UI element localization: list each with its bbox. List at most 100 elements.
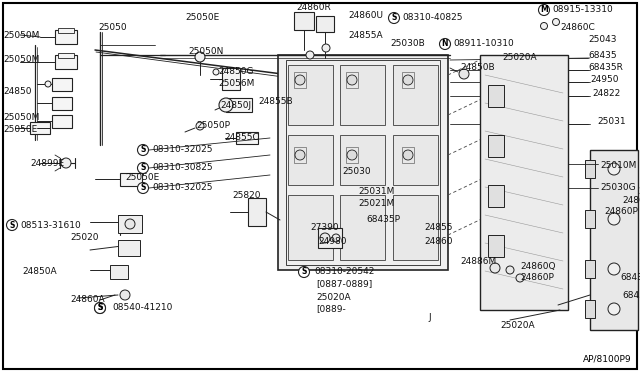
Text: 24860: 24860 (424, 237, 452, 247)
Text: 08911-10310: 08911-10310 (453, 39, 514, 48)
Text: 24822: 24822 (592, 90, 620, 99)
Bar (30, 122, 50, 134)
Circle shape (552, 19, 559, 26)
Bar (318, 228, 342, 248)
Text: 25050M: 25050M (3, 55, 40, 64)
Bar (402, 72, 414, 88)
Bar (340, 135, 385, 185)
Bar (294, 12, 314, 30)
Bar (340, 195, 385, 260)
Circle shape (388, 13, 399, 23)
Bar (58, 28, 74, 33)
Circle shape (320, 233, 330, 243)
Bar (316, 16, 334, 32)
Text: 24850G: 24850G (218, 67, 253, 77)
Circle shape (95, 302, 106, 314)
Text: 25050N: 25050N (188, 48, 223, 57)
Text: 24855C: 24855C (224, 132, 259, 141)
Bar (118, 215, 142, 233)
Bar (340, 65, 385, 125)
Text: 08310-32025: 08310-32025 (152, 145, 212, 154)
Bar (402, 147, 414, 163)
Circle shape (295, 75, 305, 85)
Text: 24860C: 24860C (560, 23, 595, 32)
Circle shape (403, 75, 413, 85)
Bar (110, 265, 128, 279)
Circle shape (347, 150, 357, 160)
Text: 25020: 25020 (70, 232, 99, 241)
Text: 25050M: 25050M (3, 113, 40, 122)
Text: 25010M: 25010M (600, 161, 636, 170)
Circle shape (608, 163, 620, 175)
Text: S: S (140, 145, 146, 154)
Text: S: S (140, 183, 146, 192)
Text: 24860A: 24860A (70, 295, 104, 305)
Circle shape (608, 213, 620, 225)
Circle shape (120, 290, 130, 300)
Text: S: S (140, 164, 146, 173)
Text: 68435: 68435 (588, 51, 616, 61)
Circle shape (459, 69, 469, 79)
Text: 25050P: 25050P (196, 122, 230, 131)
Bar (585, 160, 595, 178)
Circle shape (306, 51, 314, 59)
Bar (585, 260, 595, 278)
Text: 25031: 25031 (597, 118, 626, 126)
Text: 24899E: 24899E (30, 160, 64, 169)
Circle shape (347, 75, 357, 85)
Bar (585, 300, 595, 318)
Bar (236, 132, 258, 144)
Circle shape (403, 150, 413, 160)
Bar (393, 65, 438, 125)
Circle shape (298, 266, 310, 278)
Bar (294, 147, 306, 163)
Bar (488, 85, 504, 107)
Circle shape (6, 219, 17, 231)
Bar (52, 78, 72, 91)
Bar (222, 68, 240, 90)
Circle shape (538, 4, 550, 16)
Text: 25020A: 25020A (502, 54, 536, 62)
Circle shape (195, 52, 205, 62)
Text: 24855: 24855 (424, 224, 452, 232)
Circle shape (332, 234, 340, 242)
Bar (393, 135, 438, 185)
Text: 25020A: 25020A (638, 187, 640, 196)
Text: J: J (428, 314, 431, 323)
Text: 25043: 25043 (588, 35, 616, 45)
Text: 25050E: 25050E (125, 173, 159, 183)
Text: S: S (301, 267, 307, 276)
Bar (120, 173, 142, 186)
Text: 08310-20542: 08310-20542 (314, 267, 374, 276)
Circle shape (295, 150, 305, 160)
Bar (288, 135, 333, 185)
Text: AP/8100P9: AP/8100P9 (584, 355, 632, 364)
Circle shape (61, 158, 71, 168)
Bar (488, 135, 504, 157)
Bar (248, 198, 266, 226)
Text: 25050E: 25050E (3, 125, 37, 135)
Text: 25030: 25030 (342, 167, 371, 176)
Text: 25030B: 25030B (390, 39, 425, 48)
Bar (286, 60, 440, 265)
Circle shape (138, 144, 148, 155)
Text: 25056M: 25056M (218, 78, 254, 87)
Text: 24860U: 24860U (348, 10, 383, 19)
Text: 25050M: 25050M (3, 31, 40, 39)
Bar (480, 55, 568, 310)
Circle shape (138, 183, 148, 193)
Circle shape (440, 38, 451, 49)
Text: 24860P: 24860P (604, 208, 638, 217)
Circle shape (138, 163, 148, 173)
Text: 68435M: 68435M (620, 273, 640, 282)
Text: S: S (10, 221, 15, 230)
Circle shape (196, 122, 204, 130)
Text: 25021M: 25021M (358, 199, 394, 208)
Text: 08310-40825: 08310-40825 (402, 13, 463, 22)
Bar (278, 55, 448, 270)
Text: 24860P: 24860P (520, 273, 554, 282)
Text: 68435P: 68435P (366, 215, 400, 224)
Bar (590, 150, 638, 330)
Text: S: S (391, 13, 397, 22)
Text: 27390: 27390 (310, 224, 339, 232)
